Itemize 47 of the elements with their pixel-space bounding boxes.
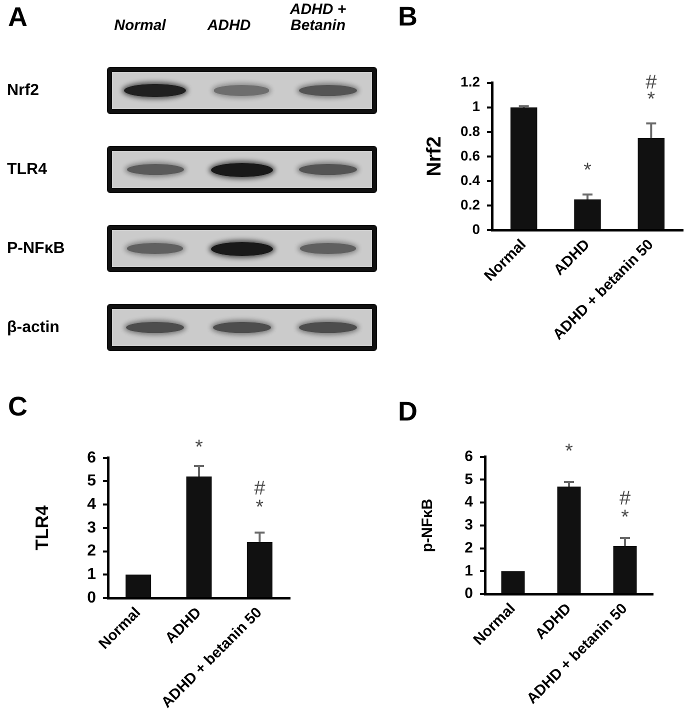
- y-tick-label: 4: [464, 494, 474, 511]
- annotation: *: [584, 159, 592, 182]
- bar: [638, 138, 665, 229]
- bar: [574, 199, 601, 229]
- y-tick-label: 3: [87, 519, 96, 536]
- y-tick-label: 0: [464, 585, 473, 602]
- bar: [510, 107, 538, 229]
- bar: [246, 542, 272, 597]
- y-tick-label: 0.8: [460, 122, 480, 139]
- bar: [501, 571, 525, 593]
- category-label: Normal: [113, 17, 167, 34]
- y-tick-label: 0.6: [460, 147, 480, 164]
- text: A: [8, 2, 28, 32]
- y-tick-label: 4: [87, 496, 96, 513]
- y-tick-label: 0.2: [460, 196, 480, 212]
- category-label: P-NFκB: [7, 240, 65, 256]
- y-axis-title: Nrf2: [424, 136, 446, 176]
- y-axis-title: p-NFκB: [419, 498, 436, 552]
- y-tick-label: 2: [464, 539, 473, 556]
- y-tick-label: 0.4: [460, 172, 480, 188]
- y-tick-label: 1: [87, 566, 96, 584]
- bar: [126, 574, 152, 597]
- bar: [613, 546, 637, 593]
- y-tick-label: 1: [472, 98, 480, 114]
- y-tick-label: 3: [464, 516, 473, 534]
- y-tick-label: 6: [464, 448, 473, 465]
- bar: [186, 476, 212, 597]
- chart-title: D: [398, 396, 418, 426]
- chart-title: C: [8, 391, 28, 422]
- y-tick-label: 1.2: [460, 74, 480, 90]
- bar: [557, 486, 581, 593]
- y-tick-label: 5: [87, 472, 96, 490]
- y-tick-label: 0: [87, 589, 96, 606]
- category-label: β-actin: [7, 318, 60, 336]
- annotation: *: [195, 436, 204, 458]
- category-label: Nrf2: [7, 82, 40, 98]
- y-axis-title: TLR4: [32, 505, 52, 550]
- y-tick-label: 0: [472, 220, 480, 237]
- y-tick-label: 5: [464, 470, 473, 488]
- category-label: ADHD: [206, 17, 252, 34]
- category-label: ADHD + Betanin: [288, 1, 348, 34]
- y-tick-label: 1: [464, 562, 473, 580]
- category-label: TLR4: [7, 160, 47, 178]
- annotation: *: [565, 440, 574, 462]
- chart-title: B: [398, 1, 418, 32]
- y-tick-label: 6: [87, 449, 96, 466]
- y-tick-label: 2: [87, 542, 96, 560]
